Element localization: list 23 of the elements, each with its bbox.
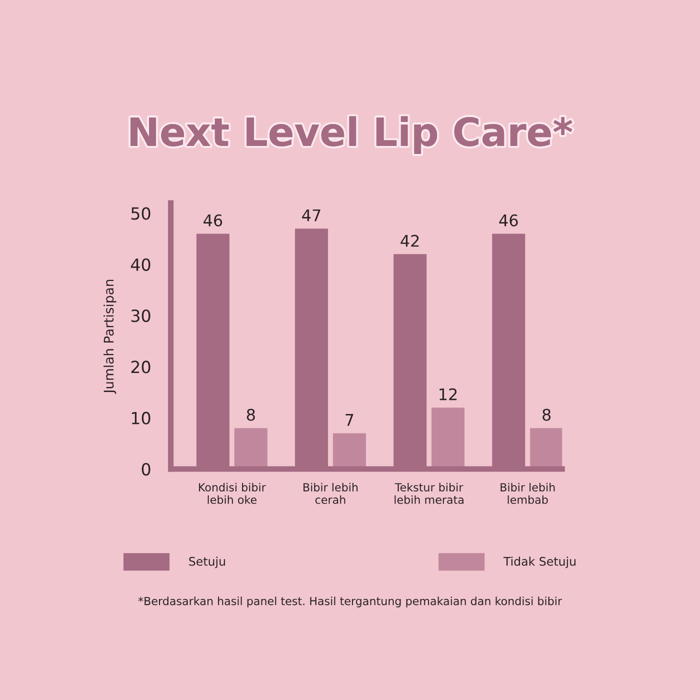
data-label: 12 xyxy=(440,388,457,400)
data-label: 46 xyxy=(204,214,222,226)
y-tick-label: 50 xyxy=(131,207,150,220)
data-label: 47 xyxy=(302,209,320,222)
x-tick-label: Bibir lebih cerah xyxy=(304,482,358,504)
data-label: 8 xyxy=(542,408,551,421)
chart-title: Next Level Lip Care* xyxy=(130,116,572,154)
x-tick-label: Tekstur bibir lebih merata xyxy=(394,482,464,504)
x-tick-label: Bibir lebih lembab xyxy=(500,482,555,504)
legend-label: Setuju xyxy=(189,556,225,568)
data-label: 7 xyxy=(346,414,354,426)
y-axis-title: Jumlah Partisipan xyxy=(103,280,116,394)
x-tick-label: Kondisi bibir lebih oke xyxy=(199,482,266,504)
text: *Berdasarkan hasil panel test. Hasil tergantung pemakaian dan kondisi bibir xyxy=(138,596,562,608)
legend-label: Tidak Setuju xyxy=(503,556,576,568)
data-label: 42 xyxy=(400,234,419,247)
data-label: 46 xyxy=(499,214,518,226)
y-tick-label: 0 xyxy=(142,462,150,476)
y-tick-label: 40 xyxy=(130,258,150,271)
y-tick-label: 20 xyxy=(131,360,150,374)
y-tick-label: 30 xyxy=(131,310,150,322)
y-tick-label: 10 xyxy=(132,412,150,424)
data-label: 8 xyxy=(246,408,255,421)
